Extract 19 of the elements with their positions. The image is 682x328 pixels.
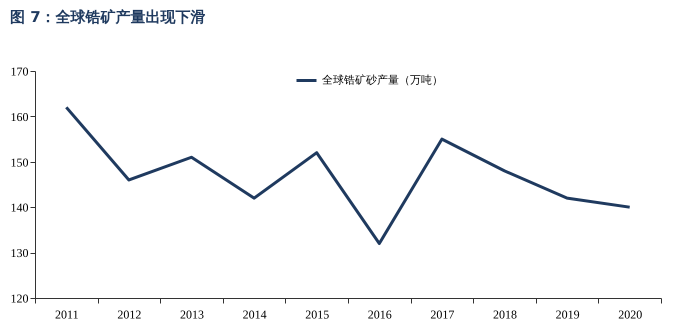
x-tick-label: 2018 (493, 308, 517, 322)
y-tick-label: 150 (10, 155, 28, 170)
y-tick-label: 140 (10, 200, 28, 215)
y-tick-label: 170 (10, 64, 28, 78)
line-series (64, 106, 632, 246)
x-tick-label: 2011 (55, 308, 79, 322)
x-tick-label: 2020 (618, 308, 642, 322)
y-tick-label: 160 (10, 110, 28, 124)
x-tick-label: 2013 (180, 308, 204, 322)
chart-title: 图 7：全球锆矿产量出现下滑 (10, 8, 206, 26)
y-tick-label: 130 (10, 246, 28, 260)
x-tick-label: 2019 (556, 308, 580, 322)
x-tick-label: 2012 (117, 308, 142, 322)
x-tick-label: 2015 (305, 308, 330, 322)
y-tick-label: 120 (10, 292, 28, 306)
legend-label: 全球锆矿砂产量（万吨） (322, 74, 443, 86)
x-tick-label: 2014 (242, 308, 267, 322)
x-tick-label: 2016 (368, 308, 392, 322)
x-tick-label: 2017 (430, 308, 454, 322)
